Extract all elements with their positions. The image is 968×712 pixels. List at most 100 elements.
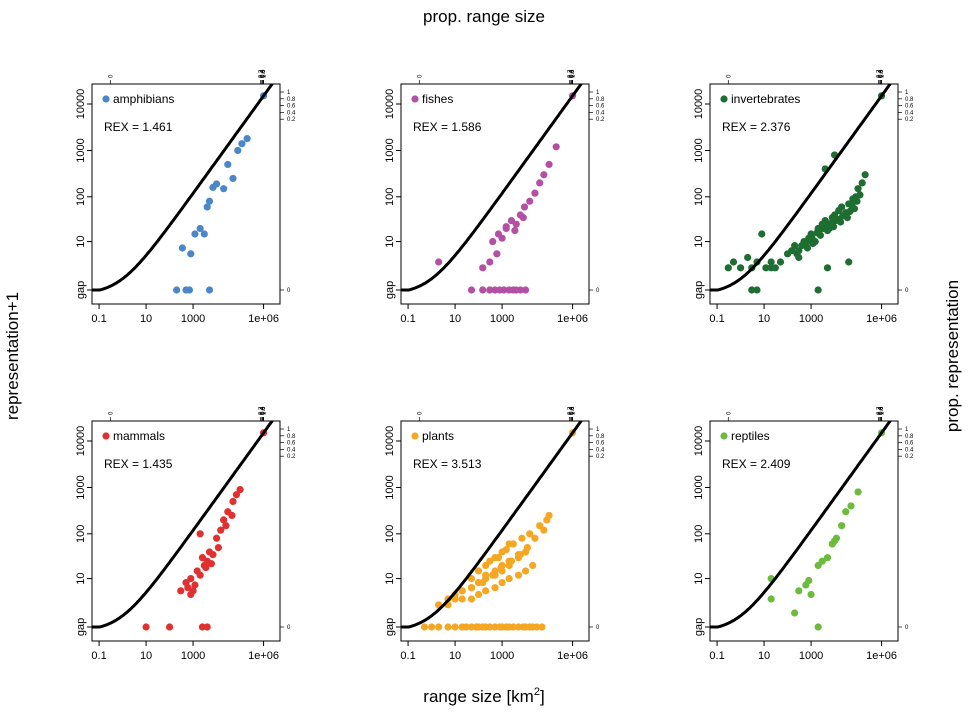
data-point: [420, 623, 429, 631]
bottom-axis-title-end: ]: [540, 687, 545, 706]
top-tick-label: 0.6: [261, 69, 267, 78]
data-point: [846, 207, 854, 216]
data-point: [202, 563, 210, 572]
y-tick-label: 100: [693, 525, 705, 543]
y-tick-label: 1000: [384, 475, 396, 499]
data-point: [203, 203, 211, 211]
right-tick-label: 0.6: [596, 104, 605, 110]
right-tick-label: 0.4: [596, 110, 605, 116]
x-tick-label: 1000: [799, 313, 823, 325]
data-point: [509, 540, 517, 548]
y-tick-label: 100: [384, 525, 396, 543]
data-point: [238, 140, 246, 148]
top-tick-label: 0.8: [879, 69, 885, 78]
top-tick-label: 0.4: [878, 69, 884, 78]
data-point: [736, 264, 745, 272]
data-point: [502, 546, 510, 554]
right-tick-label: 0.8: [596, 434, 605, 440]
top-tick-label: 0.4: [569, 69, 575, 78]
top-tick-label: 1: [262, 74, 268, 78]
top-tick-label: 1: [880, 74, 886, 78]
data-point: [540, 171, 548, 179]
top-tick-label: 0.6: [879, 406, 885, 415]
data-point: [467, 584, 476, 592]
top-tick-label: 0: [108, 411, 114, 415]
data-point: [861, 171, 869, 179]
data-point: [196, 530, 204, 538]
right-tick-label: 0.2: [596, 454, 605, 460]
data-point: [207, 560, 215, 568]
data-point: [200, 230, 208, 238]
data-point: [767, 264, 775, 272]
data-point: [458, 587, 466, 595]
x-tick-label: 1000: [181, 650, 205, 662]
data-point: [529, 561, 537, 570]
x-tick-label: 1e+06: [866, 313, 897, 325]
top-tick-label: 1: [571, 411, 577, 415]
data-point: [479, 579, 487, 587]
fit-curve: [401, 421, 583, 629]
y-tick-label: gap: [384, 618, 396, 636]
y-tick-label: 10000: [384, 426, 396, 457]
legend-marker: [102, 432, 110, 440]
y-tick-label: 100: [75, 525, 87, 543]
top-tick-label: 1: [880, 411, 886, 415]
data-point: [776, 258, 785, 266]
rex-label: REX = 1.586: [413, 120, 482, 134]
data-point: [815, 226, 823, 235]
data-point: [505, 574, 513, 583]
x-tick-label: 1000: [490, 313, 514, 325]
data-point: [196, 571, 204, 579]
y-tick-label: gap: [75, 618, 87, 636]
data-point: [538, 623, 546, 631]
rex-label: REX = 2.376: [722, 120, 791, 134]
data-point: [229, 174, 237, 183]
data-point: [462, 623, 470, 631]
right-axis-title: prop. representation: [943, 280, 962, 432]
data-point: [435, 623, 443, 631]
data-point: [838, 522, 846, 530]
data-point: [516, 286, 524, 294]
data-point: [467, 574, 476, 583]
right-tick-label: 1: [596, 427, 600, 433]
data-point: [856, 191, 864, 199]
fit-curve: [92, 421, 274, 629]
data-point: [520, 203, 529, 211]
fit-curve: [710, 84, 892, 292]
points-mammals: [142, 429, 268, 631]
top-tick-label: 0: [108, 74, 114, 78]
y-tick-label: 1000: [384, 138, 396, 162]
x-tick-label: 10: [758, 313, 770, 325]
data-point: [498, 579, 506, 587]
top-tick-label: 0.8: [570, 69, 576, 78]
right-tick-label: 1: [596, 90, 600, 96]
plot-frame: [400, 420, 590, 642]
points-fishes: [435, 92, 577, 294]
legend-marker: [720, 95, 728, 103]
data-point: [187, 590, 195, 599]
data-point: [724, 264, 732, 272]
y-tick-label: 10000: [75, 426, 87, 457]
x-tick-label: 1e+06: [557, 650, 588, 662]
right-tick-label: 0: [596, 625, 600, 631]
data-point: [502, 223, 510, 231]
top-tick-label: 0: [417, 411, 423, 415]
legend-label: reptiles: [731, 429, 770, 443]
legend-marker: [411, 432, 419, 440]
data-point: [212, 534, 221, 542]
y-tick-label: gap: [693, 281, 705, 299]
x-tick-label: 0.1: [709, 313, 724, 325]
top-tick-label: 0.4: [260, 406, 266, 415]
data-point: [205, 197, 214, 205]
y-tick-label: 10000: [75, 89, 87, 120]
x-tick-label: 1000: [490, 650, 514, 662]
data-point: [177, 587, 185, 595]
data-point: [791, 609, 799, 617]
data-point: [234, 146, 242, 155]
y-tick-label: 10: [693, 235, 705, 247]
